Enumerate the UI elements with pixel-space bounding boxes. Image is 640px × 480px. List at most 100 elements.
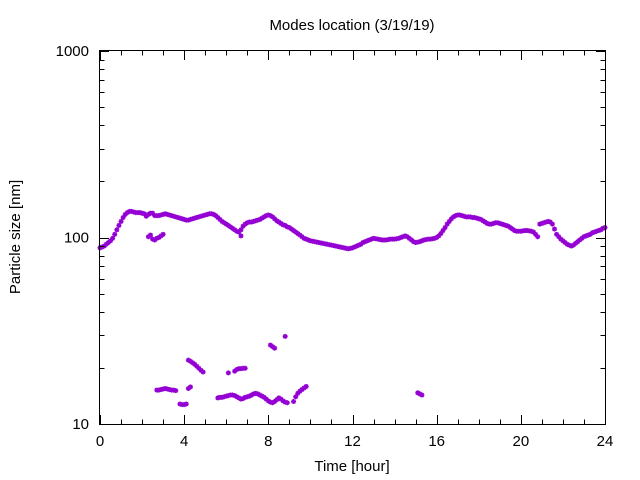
- data-point: [547, 219, 553, 225]
- y-tick-labels: 10 100 1000: [56, 43, 89, 433]
- data-point: [596, 228, 602, 234]
- data-point: [293, 394, 299, 400]
- data-point: [282, 333, 288, 339]
- data-point: [352, 244, 358, 250]
- x-tick-label: 24: [597, 433, 614, 450]
- data-point: [600, 225, 606, 231]
- data-point: [528, 228, 534, 234]
- data-point: [512, 228, 518, 234]
- data-point: [566, 242, 572, 248]
- data-point: [562, 240, 568, 246]
- data-point: [406, 235, 412, 241]
- plot-frame: [99, 50, 606, 425]
- y-tick-label: 1000: [56, 43, 89, 60]
- data-point: [301, 385, 307, 391]
- data-point: [408, 237, 414, 243]
- data-point: [103, 241, 109, 247]
- data-point: [583, 233, 589, 239]
- x-tick-label: 20: [512, 433, 529, 450]
- data-point: [297, 388, 303, 394]
- data-point: [272, 216, 278, 222]
- data-point: [196, 365, 202, 371]
- data-point: [122, 211, 128, 217]
- data-point: [114, 227, 120, 233]
- data-point: [364, 238, 370, 244]
- data-point: [225, 370, 231, 376]
- data-point: [297, 232, 303, 238]
- data-point: [284, 400, 290, 406]
- data-point: [396, 235, 402, 241]
- data-point: [444, 221, 450, 227]
- data-point: [446, 218, 452, 224]
- data-point: [141, 211, 147, 217]
- data-point: [284, 224, 290, 230]
- data-point: [105, 240, 111, 246]
- data-point: [187, 358, 193, 364]
- data-point: [213, 213, 219, 219]
- data-point: [362, 239, 368, 245]
- data-point: [173, 388, 179, 394]
- data-point: [350, 245, 355, 251]
- x-tick-label: 0: [96, 433, 104, 450]
- data-point: [263, 396, 269, 402]
- data-point: [533, 231, 539, 237]
- data-point: [535, 234, 541, 240]
- data-point: [556, 234, 562, 240]
- data-point: [564, 241, 570, 247]
- data-point: [236, 229, 242, 235]
- data-point: [366, 237, 372, 243]
- data-point: [570, 242, 576, 248]
- data-point: [552, 226, 557, 232]
- data-point: [400, 234, 406, 240]
- data-point: [291, 228, 297, 234]
- data-point: [585, 232, 591, 238]
- data-point: [575, 239, 581, 245]
- data-point: [589, 230, 595, 236]
- data-point: [358, 241, 364, 247]
- data-point: [402, 233, 408, 239]
- data-point: [354, 243, 360, 249]
- data-point: [554, 231, 560, 237]
- data-point: [150, 236, 156, 242]
- x-tick-label: 12: [344, 433, 361, 450]
- data-point: [356, 242, 362, 248]
- data-point: [148, 232, 153, 238]
- x-tick-label: 16: [428, 433, 445, 450]
- data-point: [568, 243, 574, 249]
- data-point: [305, 237, 311, 243]
- data-point: [301, 235, 307, 241]
- data-point: [274, 397, 280, 403]
- data-point: [591, 229, 597, 235]
- y-tick-label: 100: [64, 230, 89, 247]
- data-point: [295, 231, 301, 237]
- data-point: [360, 240, 366, 246]
- data-point: [200, 369, 206, 375]
- x-tick-label: 4: [180, 433, 188, 450]
- data-point: [118, 218, 124, 224]
- data-point: [577, 237, 583, 243]
- data-point: [448, 216, 454, 222]
- data-point: [272, 345, 278, 351]
- data-point: [150, 210, 156, 216]
- data-point: [594, 228, 600, 234]
- data-point: [278, 396, 284, 402]
- data-point: [108, 238, 114, 244]
- data-point: [432, 235, 438, 241]
- data-point: [560, 238, 566, 244]
- x-tick-label: 8: [264, 433, 272, 450]
- data-point: [112, 231, 118, 237]
- chart-title: Modes location (3/19/19): [269, 17, 434, 34]
- data-point: [291, 399, 297, 405]
- data-point: [368, 236, 374, 242]
- data-point: [411, 239, 417, 245]
- data-point: [398, 235, 404, 240]
- data-point: [187, 384, 193, 390]
- data-point: [303, 236, 309, 242]
- data-point: [415, 390, 421, 396]
- data-point: [295, 390, 301, 396]
- data-point: [198, 367, 204, 373]
- data-point: [242, 365, 248, 371]
- data-point: [270, 344, 276, 350]
- data-point: [581, 234, 587, 240]
